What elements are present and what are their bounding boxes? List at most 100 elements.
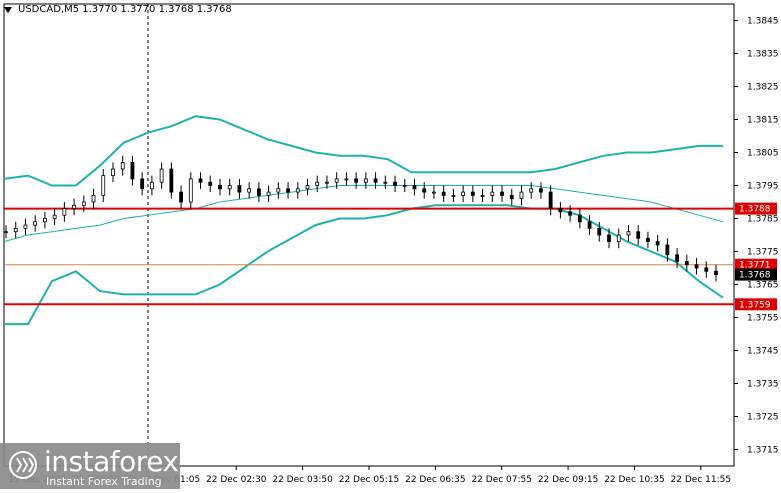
y-tick-label: 1.3725: [747, 413, 779, 423]
candle-body: [33, 221, 38, 226]
candle-body: [412, 185, 417, 190]
candle-body: [616, 234, 621, 242]
candle-body: [626, 231, 631, 236]
band-lower: [4, 204, 724, 326]
candle-body: [315, 181, 320, 186]
candle-body: [694, 264, 699, 269]
symbol-header: USDCAD,M5 1.3770 1.3770 1.3768 1.3768: [4, 4, 232, 15]
y-tick-label: 1.3845: [747, 17, 779, 27]
candle-body: [646, 237, 650, 243]
x-tick-label: 22 Dec 05:15: [339, 475, 400, 485]
candle-body: [509, 194, 514, 200]
candle-body: [461, 191, 466, 196]
candle-body: [344, 178, 349, 181]
x-tick-label: 22 Dec 09:15: [538, 475, 599, 485]
candle-body: [81, 201, 86, 206]
bollinger-bands: [3, 115, 724, 326]
band-middle: [3, 185, 724, 243]
candle-body: [237, 185, 242, 193]
y-tick-label: 1.3835: [747, 50, 779, 60]
current-price-label: 1.3768: [739, 271, 771, 281]
x-tick-label: 22 Dec 02:30: [206, 475, 267, 485]
candle-body: [140, 178, 145, 190]
x-tick-label: 22 Dec 10:35: [604, 475, 665, 485]
dropdown-triangle-icon[interactable]: [4, 6, 12, 13]
candle-body: [120, 161, 125, 170]
candle-body: [295, 188, 300, 193]
symbol-line: USDCAD,M5 1.3770 1.3770 1.3768 1.3768: [18, 4, 232, 15]
candle-body: [227, 185, 232, 190]
candle-body: [451, 194, 456, 197]
y-tick-label: 1.3745: [747, 347, 779, 357]
candle-body: [587, 221, 592, 229]
candle-body: [470, 191, 475, 196]
candle-body: [198, 178, 203, 183]
level-label: 1.3788: [739, 205, 771, 215]
candle-body: [13, 227, 18, 233]
logo-mark-icon: [9, 451, 37, 479]
candle-body: [558, 208, 563, 213]
current-price-label-bg: [735, 268, 777, 281]
candle-body: [169, 168, 174, 193]
candle-body: [393, 181, 397, 186]
candle-body: [218, 185, 222, 190]
x-tick-label: 22 Dec 11:55: [671, 475, 732, 485]
y-tick-label: 1.3715: [747, 446, 779, 456]
candle-body: [247, 188, 252, 193]
candle-body: [208, 181, 213, 186]
level-label-bg: [735, 258, 777, 271]
y-tick-label: 1.3775: [747, 248, 779, 258]
y-tick-label: 1.3765: [747, 281, 779, 291]
candle-body: [101, 175, 106, 196]
candle-body: [402, 185, 407, 187]
candle-body: [441, 191, 446, 196]
candle-body: [325, 181, 329, 184]
candle-body: [675, 254, 679, 262]
candle-body: [305, 185, 310, 190]
logo-word: instaforex: [44, 445, 179, 478]
logo-subtitle: Instant Forex Trading: [46, 475, 162, 488]
candle-body: [179, 191, 183, 203]
candle-body: [577, 214, 582, 223]
plot-frame: [3, 3, 735, 467]
candle-body: [597, 227, 602, 236]
candle-body: [568, 211, 573, 216]
candles: [4, 155, 718, 282]
candle-body: [52, 214, 57, 219]
y-tick-label: 1.3755: [747, 314, 779, 324]
candle-body: [636, 231, 641, 239]
x-tick-label: 22 Dec 06:35: [405, 475, 466, 485]
candle-body: [432, 191, 436, 194]
candle-body: [23, 224, 28, 229]
candle-body: [188, 178, 193, 203]
level-label: 1.3771: [739, 261, 771, 271]
candle-body: [4, 231, 8, 234]
candle-body: [607, 234, 611, 242]
level-label: 1.3759: [739, 300, 771, 310]
candle-body: [149, 181, 154, 190]
candle-body: [363, 178, 368, 183]
price-axis: 1.3845 1.3835 1.3825 1.3815 1.3805 1.3795 1.37…: [734, 17, 779, 456]
candle-body: [286, 188, 290, 193]
candle-body: [91, 194, 96, 203]
level-label-bg: [735, 298, 777, 311]
y-tick-label: 1.3815: [747, 116, 779, 126]
y-tick-label: 1.3825: [747, 83, 779, 93]
candle-body: [529, 188, 534, 193]
candle-body: [519, 191, 524, 200]
y-tick-label: 1.3785: [747, 215, 779, 225]
level-label-bg: [735, 202, 777, 215]
candle-body: [655, 241, 660, 246]
candle-body: [684, 260, 689, 266]
candle-body: [354, 178, 359, 183]
x-tick-label: 22 Dec 07:55: [471, 475, 532, 485]
candle-body: [539, 188, 543, 193]
x-tick-label: 22 Dec 03:50: [272, 475, 333, 485]
candle-body: [256, 188, 261, 196]
candle-body: [276, 188, 281, 193]
candle-body: [490, 191, 495, 196]
band-upper: [3, 115, 723, 187]
